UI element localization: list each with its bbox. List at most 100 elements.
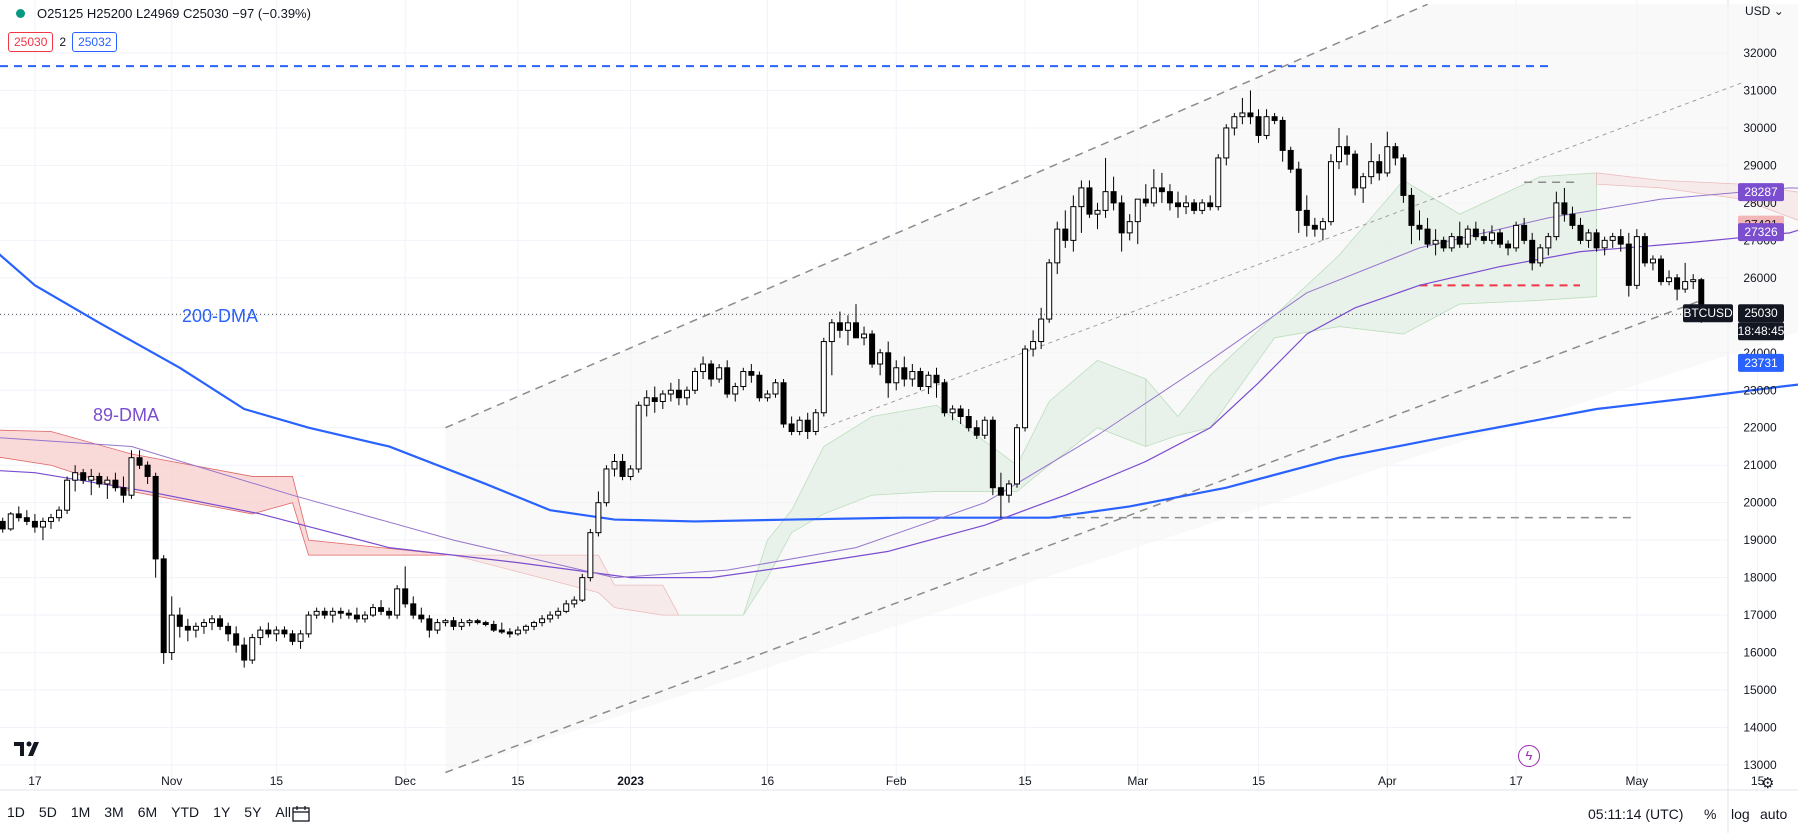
chevron-down-icon: ⌄ bbox=[1773, 4, 1784, 18]
candle-body bbox=[1062, 228, 1069, 241]
settings-gear-icon[interactable]: ⚙ bbox=[1761, 775, 1775, 792]
candle-body bbox=[1005, 483, 1012, 496]
ohlc-values: O25125 H25200 L24969 C25030 −97 (−0.39%) bbox=[37, 6, 311, 21]
candle bbox=[965, 409, 972, 432]
candle bbox=[1183, 195, 1190, 215]
badge-cloud-low[interactable]: 27326 bbox=[1738, 223, 1784, 242]
ask-price[interactable]: 25032 bbox=[72, 32, 118, 52]
candle bbox=[353, 607, 360, 623]
candle-body bbox=[555, 610, 562, 616]
currency-selector[interactable]: USD ⌄ bbox=[1745, 4, 1784, 18]
candle bbox=[571, 596, 578, 608]
badge-symbol-bg bbox=[1683, 304, 1733, 323]
timeframe-ytd[interactable]: YTD bbox=[171, 804, 200, 820]
trend-channel bbox=[445, 3, 1798, 774]
candle-body bbox=[732, 386, 739, 395]
price-tick-label: 32000 bbox=[1743, 46, 1777, 60]
candle-body bbox=[1126, 221, 1133, 234]
candle-body bbox=[96, 475, 103, 485]
timeframe-5y[interactable]: 5Y bbox=[244, 804, 262, 820]
candle-body bbox=[651, 397, 658, 403]
candle bbox=[1142, 184, 1149, 207]
candle-body bbox=[426, 618, 433, 631]
candle bbox=[1295, 161, 1302, 233]
candle bbox=[804, 412, 811, 439]
candle-body bbox=[692, 371, 698, 391]
badge-ma200[interactable]: 23731 bbox=[1738, 353, 1784, 372]
log-toggle[interactable]: log bbox=[1731, 806, 1750, 822]
candle-body bbox=[933, 374, 940, 384]
candle-body bbox=[160, 558, 167, 654]
candle-body bbox=[981, 419, 988, 436]
badge-symbol[interactable]: BTCUSD bbox=[1683, 304, 1733, 323]
date-range-icon[interactable] bbox=[291, 805, 311, 823]
candle-body bbox=[796, 419, 803, 432]
candle-body bbox=[48, 517, 54, 522]
candle-body bbox=[1682, 281, 1689, 290]
timeframe-6m[interactable]: 6M bbox=[137, 804, 158, 820]
candle-body bbox=[700, 363, 707, 373]
candle bbox=[539, 615, 546, 627]
candle bbox=[555, 607, 562, 619]
auto-toggle[interactable]: auto bbox=[1760, 806, 1788, 822]
candle-body bbox=[1102, 191, 1109, 211]
lightning-icon[interactable]: ϟ bbox=[1518, 745, 1540, 767]
candle-body bbox=[273, 629, 280, 635]
candle bbox=[949, 405, 956, 421]
candle bbox=[1336, 127, 1342, 170]
candle bbox=[386, 607, 393, 619]
candle bbox=[402, 566, 409, 608]
timeframe-1m[interactable]: 1M bbox=[70, 804, 91, 820]
candle-body bbox=[1118, 202, 1125, 234]
candle-body bbox=[603, 468, 610, 504]
candle bbox=[273, 626, 280, 642]
candle bbox=[160, 555, 167, 664]
candle-body bbox=[7, 513, 14, 530]
candle-body bbox=[1625, 243, 1632, 286]
candle-body bbox=[1255, 116, 1262, 136]
candle-body bbox=[506, 631, 513, 635]
badge-last[interactable]: 25030 bbox=[1738, 304, 1784, 323]
candle-body bbox=[740, 371, 747, 388]
candle bbox=[1263, 109, 1270, 140]
candle-body bbox=[514, 629, 521, 635]
candle-body bbox=[1593, 232, 1600, 249]
candle-body bbox=[474, 620, 481, 624]
candle-body bbox=[329, 610, 336, 616]
candle bbox=[490, 620, 497, 632]
timeframe-3m[interactable]: 3M bbox=[104, 804, 124, 820]
timeframe-1d[interactable]: 1D bbox=[7, 804, 25, 820]
candle-body bbox=[1046, 262, 1053, 320]
badge-cloud-top-text: 28287 bbox=[1744, 185, 1778, 199]
candle-body bbox=[321, 610, 328, 616]
candle-body bbox=[941, 382, 948, 414]
candle bbox=[1352, 150, 1359, 196]
timeframe-5d[interactable]: 5D bbox=[38, 804, 57, 820]
candle bbox=[651, 386, 658, 413]
candle bbox=[168, 596, 175, 661]
candle bbox=[1344, 135, 1351, 166]
candle bbox=[861, 326, 868, 346]
candle bbox=[659, 390, 666, 409]
candle-body bbox=[804, 419, 811, 432]
candle bbox=[716, 364, 723, 383]
timeframe-all[interactable]: All bbox=[275, 804, 291, 820]
candle bbox=[1464, 225, 1471, 248]
candle-body bbox=[635, 404, 642, 470]
candle bbox=[1553, 191, 1560, 241]
price-tick-label: 21000 bbox=[1743, 458, 1777, 472]
candle bbox=[241, 637, 248, 668]
candle-body bbox=[957, 408, 964, 417]
candle bbox=[635, 401, 642, 473]
badge-countdown[interactable]: 18:48:45 bbox=[1738, 322, 1785, 341]
utc-clock[interactable]: 05:11:14 (UTC) bbox=[1588, 806, 1684, 822]
badge-cloud-top[interactable]: 28287 bbox=[1738, 183, 1784, 202]
candle-body bbox=[1199, 202, 1206, 211]
candle bbox=[233, 626, 240, 653]
candle-body bbox=[1545, 236, 1552, 249]
candle-body bbox=[1263, 116, 1270, 136]
bid-price[interactable]: 25030 bbox=[8, 32, 54, 52]
timeframe-1y[interactable]: 1Y bbox=[213, 804, 231, 820]
percent-toggle[interactable]: % bbox=[1704, 806, 1717, 822]
